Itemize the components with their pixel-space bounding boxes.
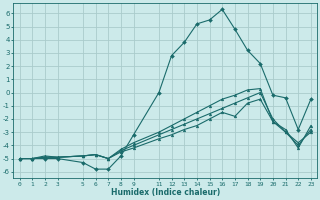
X-axis label: Humidex (Indice chaleur): Humidex (Indice chaleur) <box>111 188 220 197</box>
